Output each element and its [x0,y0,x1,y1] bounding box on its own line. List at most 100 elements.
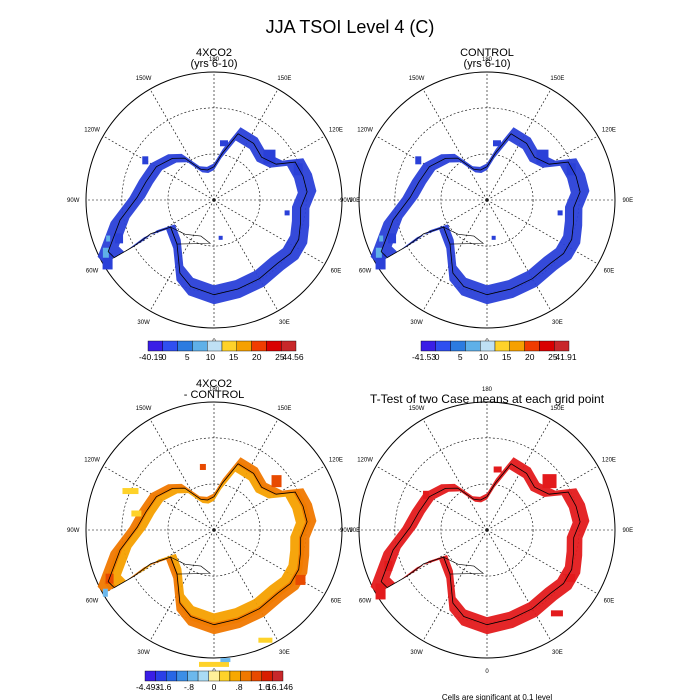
diff-cell-blue [102,588,108,597]
colorbar-swatch [219,670,231,682]
colorbar-swatch [251,340,267,352]
longitude-label: 180 [209,387,220,393]
field-cell [536,149,549,164]
diff-cell-red [271,475,282,488]
colorbar-swatch [236,340,252,352]
diff-cell-red [295,574,306,585]
diff-cell-yellow [122,488,139,495]
panel-subtitle: (yrs 6-10) [190,58,237,70]
meridian-line [149,418,215,531]
colorbar-swatch [187,670,199,682]
colorbar-swatch [240,670,252,682]
field-ring [97,127,317,305]
colorbar-swatch [221,340,238,352]
longitude-label: 30W [410,320,423,326]
colorbar-label: 20 [525,352,535,362]
longitude-label: 30W [410,650,423,656]
colorbar-label: 20 [252,352,262,362]
meridian-line [486,199,552,312]
longitude-label: 90E [349,528,360,534]
meridian-line [149,88,215,201]
field-cell [566,163,576,176]
field-cell [220,140,229,147]
longitude-label: 90E [349,198,360,204]
colorbar-label: 25 [275,352,285,362]
field-cell [491,235,496,240]
colorbar-label: -.8 [184,682,194,692]
longitude-label: 120E [329,458,343,464]
colorbar-label: 1.6 [258,682,270,692]
panel-title: CONTROL [460,47,514,59]
panel-subtitle: (yrs 6-10) [463,58,510,70]
field-cell-warm [375,247,382,258]
coastline [107,463,308,626]
longitude-label: 120W [357,128,373,134]
longitude-label: 90E [622,528,633,534]
colorbar-swatch [554,340,570,352]
field-cell [388,233,397,244]
longitude-label: 180 [482,387,493,393]
colorbar-label: 16.146 [267,682,293,692]
colorbar-swatch [524,340,540,352]
meridian-line [486,465,599,531]
significant-cell [375,583,386,600]
colorbar-swatch [480,340,496,352]
meridian-line [486,529,599,595]
longitude-label: 60E [604,598,615,604]
map-boundary-circle [85,401,343,659]
colorbar-swatch [229,670,241,682]
colorbar-swatch [465,340,481,352]
coastline [380,133,581,296]
longitude-label: 30E [279,320,290,326]
significant-cell [565,574,576,582]
longitude-label: 60E [331,268,342,274]
colorbar: -4.493-1.6 -.8 0 .8 1.616.146 [136,670,293,692]
significant-cell [542,474,557,489]
longitude-label: 120E [329,128,343,134]
colorbar-swatch [176,670,188,682]
colorbar-label: 41.91 [555,352,577,362]
colorbar-swatch [266,340,282,352]
longitude-label: 150E [277,76,291,82]
longitude-label: 30W [137,650,150,656]
colorbar-label: 10 [479,352,489,362]
field-cell-warm [102,247,109,258]
longitude-label: 180 [209,57,220,63]
colorbar-label: 0 [162,352,167,362]
longitude-label: 60E [604,268,615,274]
diff-cell-yellow [131,510,142,517]
colorbar-label: 15 [502,352,512,362]
colorbar-swatch [155,670,167,682]
panel-title: 4XCO2 [196,378,232,390]
longitude-label: 150E [550,406,564,412]
colorbar-label: -41.53 [412,352,436,362]
diff-cell-yellow [258,637,273,643]
colorbar-swatch [494,340,511,352]
longitude-label: 150W [136,406,152,412]
field-cell [375,253,386,270]
longitude-label: 90W [67,198,80,204]
longitude-label: 30E [552,320,563,326]
meridian-line [213,135,326,201]
longitude-label: 60E [331,598,342,604]
latitude-circle-1 [440,483,534,577]
field-ring [370,457,590,635]
colorbar-swatch [177,340,193,352]
significant-cell [384,560,393,571]
colorbar-swatch [208,670,220,682]
longitude-label: 150E [550,76,564,82]
colorbar-swatch [162,340,178,352]
field-cell-warm [379,235,384,242]
colorbar-label: 15 [229,352,239,362]
latitude-circle-1 [167,483,261,577]
panel-title: T-Test of two Case means at each grid po… [370,392,605,406]
longitude-label: 120W [84,128,100,134]
longitude-label: 90W [67,528,80,534]
field-cell [115,233,124,244]
colorbar-swatch [197,670,209,682]
field-cell-warm [106,235,111,242]
field-ring [370,127,590,305]
